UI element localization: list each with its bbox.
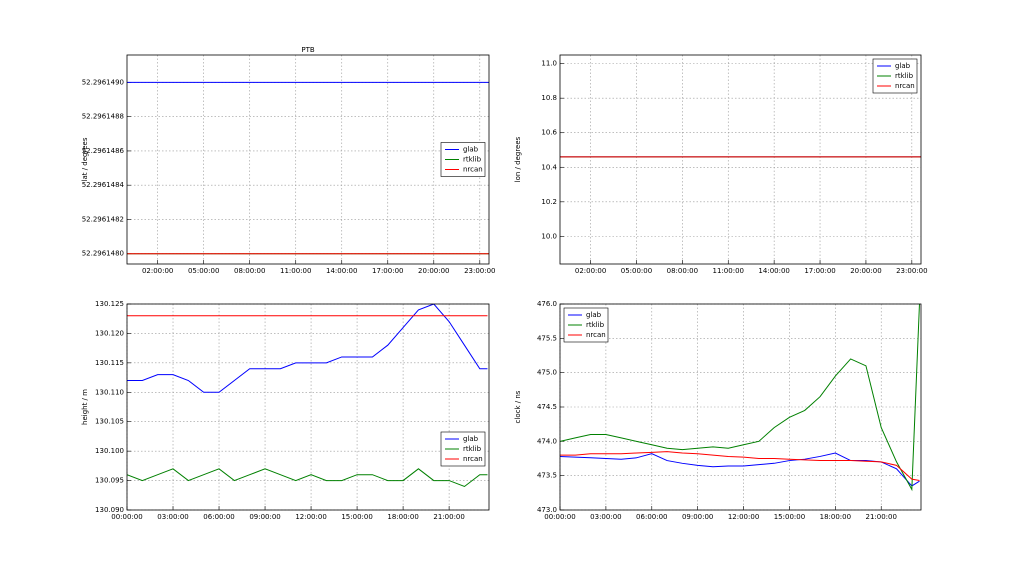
y-tick-label: 130.110 [95,388,124,396]
subplot: 00:00:00 03:00:00 06:00:00 09:00:00 12:00:00… [514,300,922,521]
legend-label: nrcan [895,82,915,90]
legend-label: rtklib [463,156,482,164]
x-tick-label: 20:00:00 [850,267,881,275]
x-tick-label: 05:00:00 [188,267,219,275]
x-tick-label: 15:00:00 [341,513,372,521]
y-tick-label: 130.090 [95,506,124,514]
legend-label: glab [586,311,602,319]
legend: glab rtklib nrcan [440,431,486,467]
legend: glab rtklib nrcan [563,307,609,343]
y-tick-label: 10.8 [541,94,557,102]
y-tick-label: 474.0 [537,437,557,445]
plot-area [560,304,921,510]
x-tick-label: 17:00:00 [804,267,835,275]
y-tick-label: 475.0 [537,369,557,377]
x-tick-label: 02:00:00 [575,267,606,275]
x-tick-label: 00:00:00 [544,513,575,521]
x-tick-label: 23:00:00 [896,267,927,275]
x-tick-label: 11:00:00 [713,267,744,275]
x-tick-label: 14:00:00 [758,267,789,275]
series-line [560,451,920,481]
legend-label: nrcan [463,166,483,174]
legend: glab rtklib nrcan [440,142,486,177]
legend-label: glab [463,146,479,154]
axes-frame [126,54,490,265]
y-tick-label: 10.2 [541,198,557,206]
series-line [560,452,920,487]
y-tick-label: 473.0 [537,506,557,514]
y-tick-label: 476.0 [537,300,557,308]
x-tick-label: 11:00:00 [280,267,311,275]
x-tick-label: 18:00:00 [820,513,851,521]
y-axis-label: lon / degrees [514,136,522,182]
x-tick-label: 14:00:00 [326,267,357,275]
y-tick-label: 52.2961482 [82,215,124,223]
x-tick-label: 00:00:00 [111,513,142,521]
series-line [127,468,488,488]
x-tick-label: 12:00:00 [295,513,326,521]
y-tick-label: 130.105 [95,418,124,426]
y-tick-label: 52.2961486 [82,147,125,155]
x-tick-label: 12:00:00 [728,513,759,521]
y-tick-label: 130.100 [95,447,124,455]
x-tick-label: 20:00:00 [418,267,449,275]
axes-frame [559,303,922,511]
x-tick-label: 15:00:00 [774,513,805,521]
x-tick-label: 06:00:00 [203,513,234,521]
x-tick-label: 17:00:00 [372,267,403,275]
y-tick-label: 130.095 [95,477,124,485]
series-line [560,304,920,492]
y-tick-label: 52.2961480 [82,250,124,258]
x-tick-label: 23:00:00 [464,267,495,275]
plot-area [560,55,921,264]
legend-label: nrcan [463,455,483,463]
axes-frame [126,303,490,511]
y-tick-label: 475.5 [537,334,557,342]
subplot: 00:00:00 03:00:00 06:00:00 09:00:00 12:00:00… [81,300,490,521]
chart-title: PTB [301,46,314,54]
y-axis-label: lat / degrees [81,137,89,181]
x-tick-label: 06:00:00 [636,513,667,521]
y-tick-label: 11.0 [541,60,557,68]
y-tick-label: 10.0 [541,232,557,240]
y-tick-label: 10.6 [541,129,557,137]
x-tick-label: 08:00:00 [667,267,698,275]
legend-label: glab [895,62,911,70]
x-tick-label: 02:00:00 [142,267,173,275]
x-tick-label: 05:00:00 [621,267,652,275]
y-tick-label: 130.115 [95,359,124,367]
subplot: 02:00:00 05:00:00 08:00:00 11:00:00 14:00:00… [514,54,928,275]
x-tick-label: 18:00:00 [387,513,418,521]
y-axis-label: clock / ns [514,390,522,423]
subplot: 02:00:00 05:00:00 08:00:00 11:00:00 14:00:00… [81,46,496,275]
y-axis-label: height / m [81,389,89,425]
y-tick-label: 52.2961490 [82,78,124,86]
y-tick-label: 10.4 [541,163,557,171]
legend-label: rtklib [586,321,605,329]
legend-label: nrcan [586,331,606,339]
legend: glab rtklib nrcan [872,58,918,94]
y-tick-label: 130.125 [95,300,124,308]
plot-area [127,304,489,510]
legend-label: rtklib [463,445,482,453]
y-tick-label: 474.5 [537,403,557,411]
legend-label: glab [463,435,479,443]
x-tick-label: 21:00:00 [433,513,464,521]
y-tick-label: 52.2961484 [82,181,125,189]
x-tick-label: 08:00:00 [234,267,265,275]
axes-frame [559,54,922,265]
x-tick-label: 09:00:00 [682,513,713,521]
x-tick-label: 03:00:00 [157,513,188,521]
y-tick-label: 130.120 [95,329,124,337]
x-tick-label: 03:00:00 [590,513,621,521]
x-tick-label: 09:00:00 [249,513,280,521]
y-tick-label: 473.5 [537,472,557,480]
series-line [127,304,488,393]
y-tick-label: 52.2961488 [82,113,124,121]
x-tick-label: 21:00:00 [866,513,897,521]
legend-label: rtklib [895,72,914,80]
plot-area [127,55,489,264]
